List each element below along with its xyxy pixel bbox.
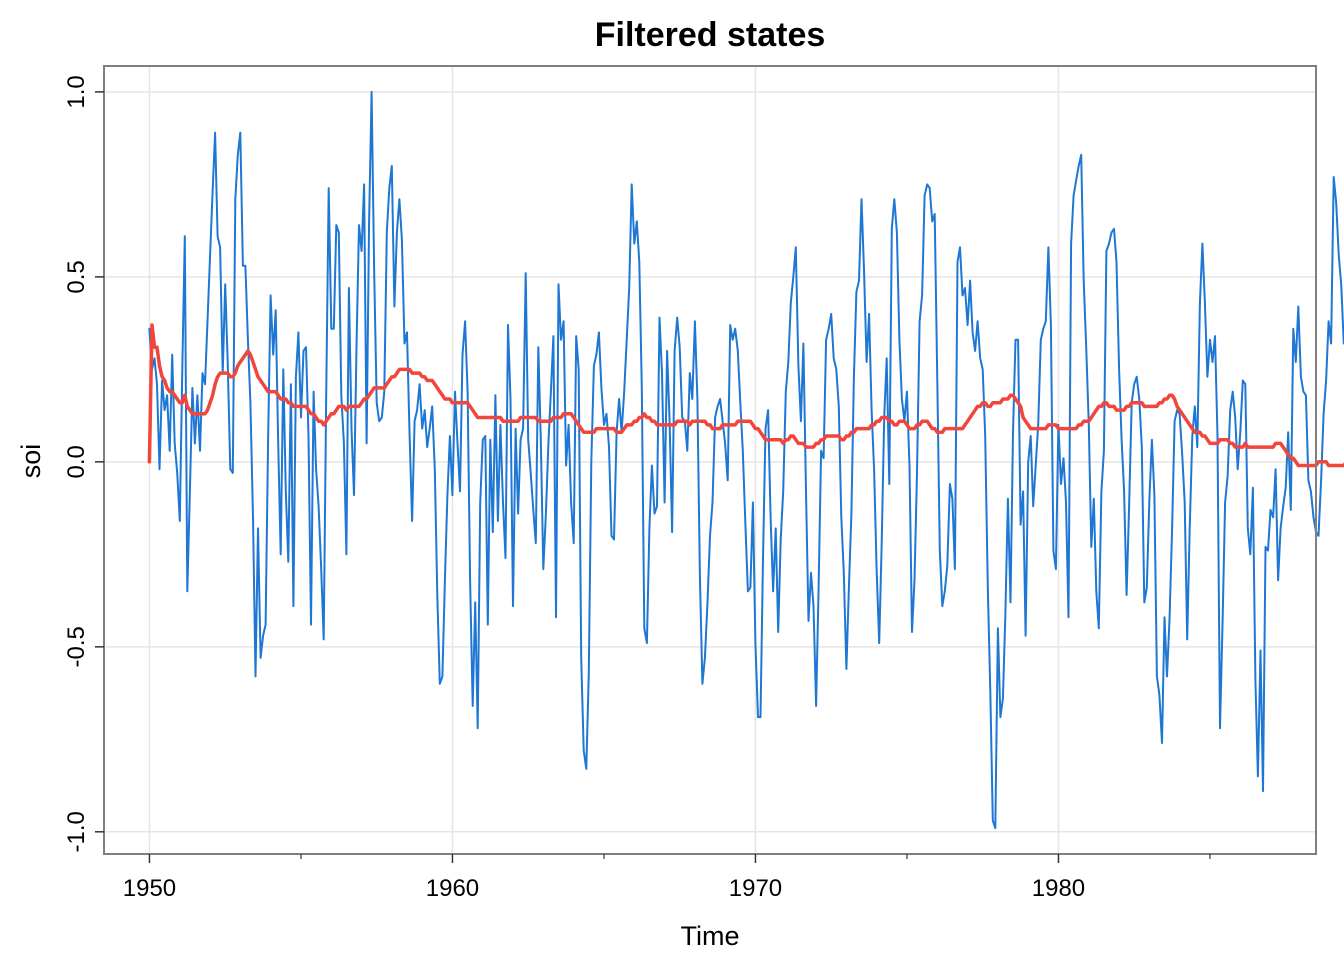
y-tick-label: -1.0 xyxy=(63,811,90,852)
y-tick-label: 0.5 xyxy=(63,260,90,293)
y-tick-label: 0.0 xyxy=(63,445,90,478)
grid xyxy=(104,66,1316,854)
plot-frame xyxy=(103,65,1317,855)
y-tick-label: 1.0 xyxy=(63,75,90,108)
axes: 1950 1960 1970 1980 1.0 0.5 0.0 -0.5 -1.0 xyxy=(63,75,1211,902)
x-axis-label: Time xyxy=(681,921,740,951)
x-tick-label: 1960 xyxy=(426,875,479,902)
y-tick-label: -0.5 xyxy=(63,626,90,667)
x-tick-label: 1980 xyxy=(1032,875,1085,902)
x-tick-label: 1970 xyxy=(729,875,782,902)
chart-title: Filtered states xyxy=(595,16,826,54)
x-tick-label: 1950 xyxy=(123,875,176,902)
y-axis-label: soi xyxy=(16,444,46,479)
series-layer xyxy=(147,90,1344,830)
series-line-1 xyxy=(148,90,1344,830)
series-line-2 xyxy=(147,323,1344,468)
